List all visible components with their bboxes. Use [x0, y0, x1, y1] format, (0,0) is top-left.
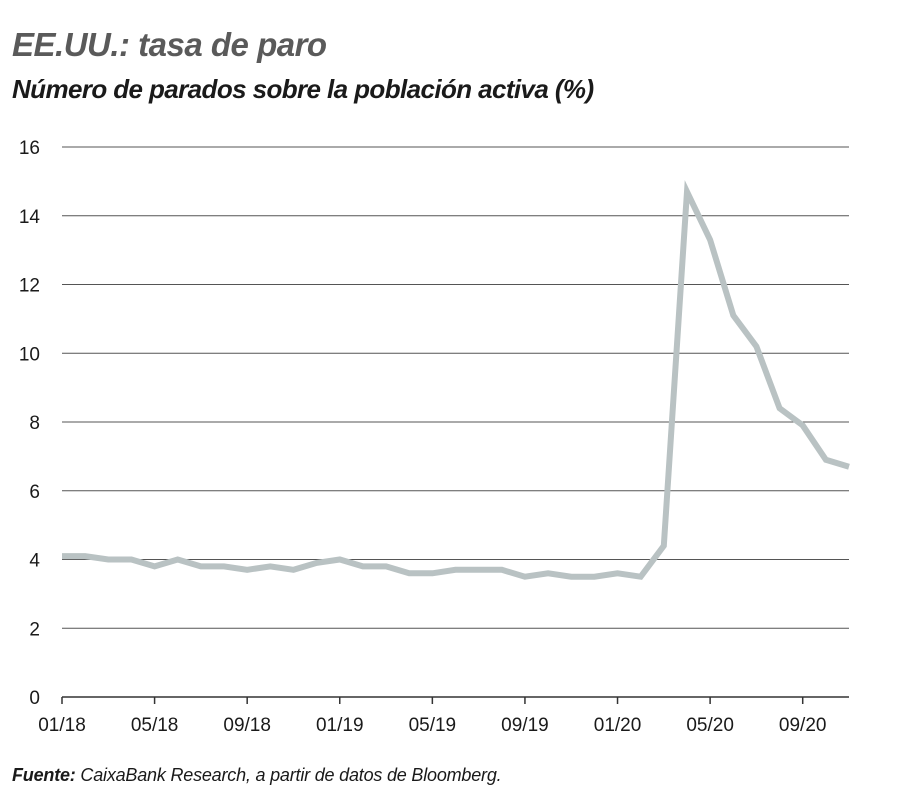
y-tick-label-6: 6: [29, 482, 40, 503]
y-tick-label-14: 14: [19, 207, 41, 228]
x-tick-label-8: 09/20: [779, 715, 827, 736]
x-tick-label-6: 01/20: [594, 715, 642, 736]
x-axis: [61, 696, 849, 704]
series-line-0: [62, 180, 850, 580]
chart-title: EE.UU.: tasa de paro: [12, 26, 327, 63]
y-tick-label-10: 10: [19, 344, 40, 365]
source-text: CaixaBank Research, a partir de datos de…: [75, 765, 502, 785]
source-label: Fuente:: [12, 765, 76, 785]
chart-subtitle: Número de parados sobre la población act…: [12, 74, 594, 104]
x-tick-label-0: 01/18: [38, 715, 86, 736]
x-tick-label-4: 05/19: [409, 715, 457, 736]
x-tick-label-3: 01/19: [316, 715, 364, 736]
gridlines: [62, 146, 849, 629]
series-layer: [62, 180, 850, 580]
x-tick-label-2: 09/18: [223, 715, 271, 736]
x-tick-label-7: 05/20: [686, 715, 734, 736]
y-tick-label-16: 16: [19, 138, 40, 159]
y-tick-label-0: 0: [29, 688, 40, 709]
y-tick-label-4: 4: [29, 551, 40, 572]
y-axis-tick-labels: 0 2 4 6 8 10 12 14 16: [19, 138, 41, 709]
x-tick-label-5: 09/19: [501, 715, 549, 736]
y-tick-label-12: 12: [19, 276, 40, 297]
source-note: Fuente: CaixaBank Research, a partir de …: [12, 765, 502, 786]
y-tick-label-2: 2: [29, 619, 40, 640]
x-axis-tick-labels: 01/18 05/18 09/18 01/19 05/19 09/19 01/20 05/20…: [38, 715, 826, 736]
y-tick-label-8: 8: [29, 413, 40, 434]
x-tick-label-1: 05/18: [131, 715, 179, 736]
